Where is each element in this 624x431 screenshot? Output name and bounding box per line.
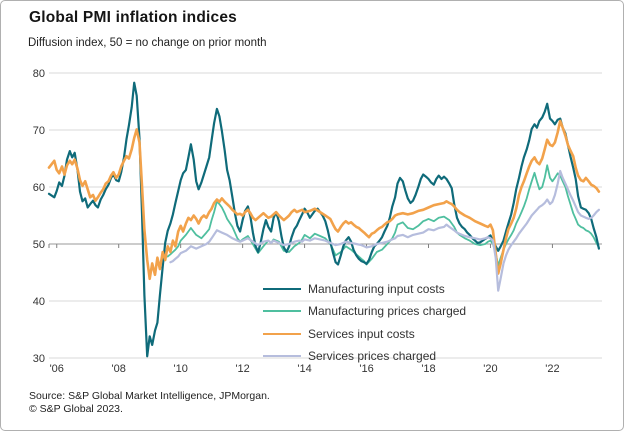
legend-label: Manufacturing input costs bbox=[308, 282, 445, 297]
y-tick-label: 60 bbox=[33, 182, 45, 194]
legend-item-manufacturing-input-costs: Manufacturing input costs bbox=[263, 278, 466, 300]
x-tick-label: '20 bbox=[483, 363, 497, 375]
chart-subtitle: Diffusion index, 50 = no change on prior… bbox=[28, 37, 267, 49]
legend-line-swatch bbox=[263, 332, 301, 335]
y-tick-label: 70 bbox=[33, 125, 45, 137]
legend-line-swatch bbox=[263, 288, 301, 291]
series-line-manufacturing-input-costs bbox=[47, 81, 601, 358]
source-note: Source: S&P Global Market Intelligence, … bbox=[29, 390, 270, 416]
copyright-line: © S&P Global 2023. bbox=[29, 403, 123, 415]
source-line: Source: S&P Global Market Intelligence, … bbox=[29, 390, 270, 402]
y-tick-label: 30 bbox=[33, 353, 45, 365]
series-line-services-prices-charged bbox=[169, 169, 601, 292]
y-tick-label: 80 bbox=[33, 68, 45, 80]
x-tick-label: '16 bbox=[359, 363, 373, 375]
x-tick-label: '12 bbox=[235, 363, 249, 375]
legend: Manufacturing input costs Manufacturing … bbox=[263, 278, 466, 367]
legend-label: Manufacturing prices charged bbox=[308, 304, 467, 319]
x-tick-label: '14 bbox=[297, 363, 311, 375]
chart-title: Global PMI inflation indices bbox=[29, 9, 237, 26]
x-tick-label: '18 bbox=[421, 363, 435, 375]
legend-label: Services input costs bbox=[308, 326, 415, 341]
legend-item-services-prices-charged: Services prices charged bbox=[263, 345, 466, 367]
legend-label: Services prices charged bbox=[308, 349, 437, 364]
legend-item-services-input-costs: Services input costs bbox=[263, 323, 466, 345]
y-tick-label: 40 bbox=[33, 296, 45, 308]
x-tick-label: '06 bbox=[50, 363, 64, 375]
series-line-services-input-costs bbox=[47, 119, 601, 281]
x-tick-label: '10 bbox=[173, 363, 187, 375]
series-line-manufacturing-prices-charged bbox=[166, 164, 600, 267]
legend-line-swatch bbox=[263, 310, 301, 313]
x-tick-label: '08 bbox=[112, 363, 126, 375]
x-tick-label: '22 bbox=[545, 363, 559, 375]
y-tick-label: 50 bbox=[33, 239, 45, 251]
legend-line-swatch bbox=[263, 355, 301, 358]
legend-item-manufacturing-prices-charged: Manufacturing prices charged bbox=[263, 300, 466, 322]
